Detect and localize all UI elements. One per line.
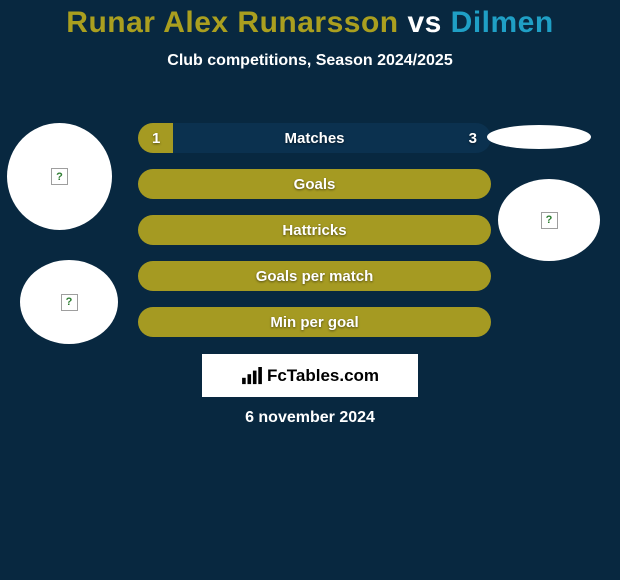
bars-icon [241,367,263,385]
stat-label: Goals per match [256,268,374,285]
date: 6 november 2024 [0,409,620,427]
player2-name: Dilmen [451,6,554,39]
image-placeholder-icon: ? [51,168,68,185]
logo-text: FcTables.com [267,366,379,386]
stat-value-left: 1 [152,130,160,147]
player1-photo-2: ? [20,260,118,344]
player1-photo-1: ? [7,123,112,230]
stat-bar-hattricks: Hattricks [138,215,491,245]
stat-bar-matches: 1 Matches 3 [138,123,491,153]
player1-name: Runar Alex Runarsson [66,6,398,39]
stat-bar-goals: Goals [138,169,491,199]
stat-bars: 1 Matches 3 Goals Hattricks Goals per match Mi… [138,123,491,353]
image-placeholder-icon: ? [541,212,558,229]
stat-label: Hattricks [282,222,346,239]
image-placeholder-icon: ? [61,294,78,311]
stat-value-right: 3 [469,130,477,147]
title-vs: vs [407,6,450,39]
stat-label: Min per goal [270,314,358,331]
stat-label: Matches [284,130,344,147]
fctables-logo: FcTables.com [202,354,418,397]
player2-photo-1: ? [498,179,600,261]
stat-bar-min-per-goal: Min per goal [138,307,491,337]
stat-label: Goals [294,176,336,193]
page-title: Runar Alex Runarsson vs Dilmen [0,0,620,40]
stat-bar-goals-per-match: Goals per match [138,261,491,291]
subtitle: Club competitions, Season 2024/2025 [0,52,620,70]
player2-ellipse [487,125,591,149]
